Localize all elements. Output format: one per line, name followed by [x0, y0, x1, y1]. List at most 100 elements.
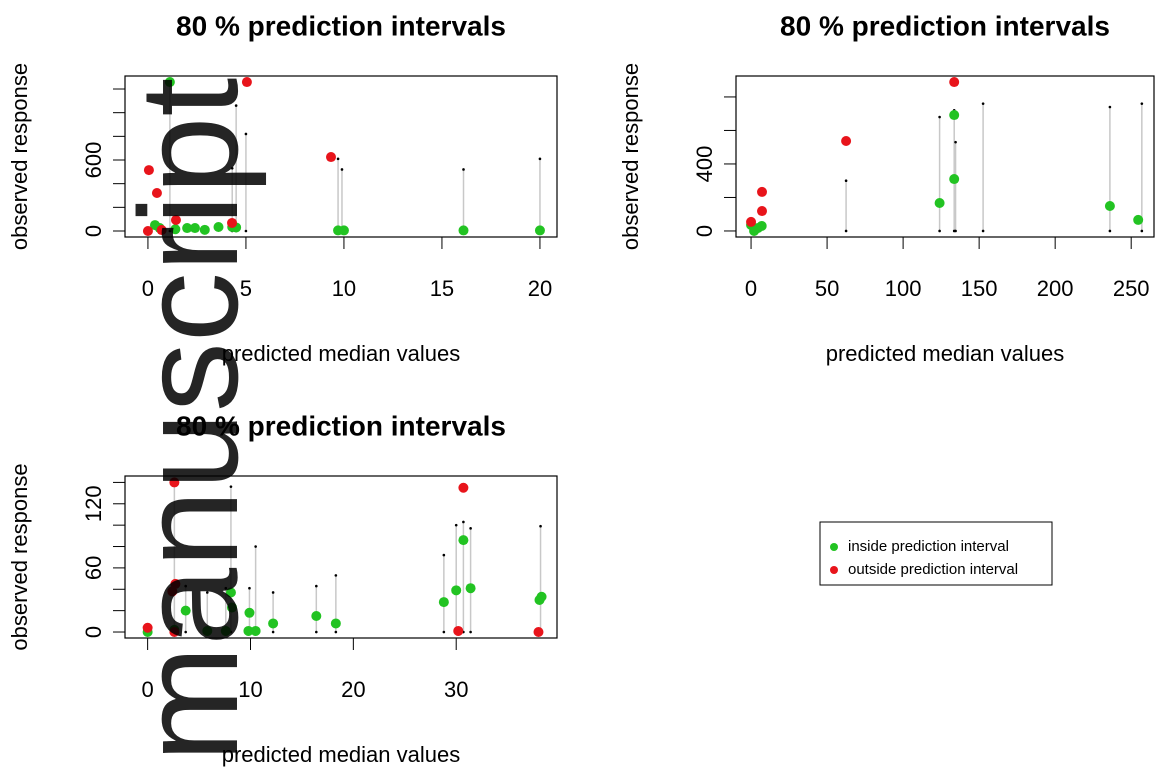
point [949, 110, 960, 121]
chart-title: 80 % prediction intervals [780, 10, 1110, 41]
y-tick-label: 60 [81, 556, 106, 580]
point [189, 223, 200, 234]
point [465, 583, 476, 594]
interval-upper-end [315, 584, 318, 588]
point [330, 618, 341, 629]
interval-lower-end [271, 630, 275, 634]
point [182, 223, 193, 234]
interval-upper-end [538, 157, 542, 161]
interval-upper-end [336, 157, 340, 161]
legend-label: inside prediction interval [848, 538, 1009, 555]
panel: 80 % prediction intervals predicted media… [618, 10, 1155, 366]
interval-lower-end [184, 630, 187, 634]
point [142, 622, 153, 633]
point [227, 217, 238, 228]
point [170, 214, 181, 225]
interval-upper-end [230, 166, 234, 170]
interval-upper-end [184, 584, 187, 588]
x-tick-label: 10 [332, 276, 356, 301]
x-tick-label: 20 [528, 276, 552, 301]
interval-lower-end [1140, 229, 1144, 233]
point [220, 625, 231, 636]
interval-upper-end [248, 586, 251, 590]
point [169, 477, 180, 488]
point [1104, 201, 1115, 212]
point [213, 221, 224, 232]
interval-lower-end [334, 630, 338, 634]
interval-lower-end [442, 630, 446, 634]
watermark: manuscript [110, 78, 267, 763]
interval-lower-end [938, 229, 941, 233]
x-tick-label: 0 [745, 276, 757, 301]
point [536, 591, 547, 602]
point [451, 585, 462, 596]
legend-box [819, 521, 1053, 586]
point [268, 618, 279, 629]
point [1133, 214, 1144, 225]
point [243, 625, 254, 636]
x-tick-label: 100 [885, 276, 922, 301]
point [326, 152, 337, 163]
point [841, 136, 852, 147]
point [756, 220, 767, 231]
point [142, 226, 153, 237]
x-tick-label: 30 [444, 677, 468, 702]
x-tick-label: 50 [815, 276, 839, 301]
y-axis-label: observed response [7, 63, 32, 250]
point [170, 224, 181, 235]
legend-marker [830, 543, 838, 551]
point [167, 586, 178, 597]
interval-upper-end [539, 524, 542, 528]
x-tick-label: 15 [430, 276, 454, 301]
plot-frame [124, 475, 558, 639]
interval-upper-end [844, 179, 848, 183]
point [202, 625, 213, 636]
interval-lower-end [315, 630, 318, 634]
interval-lower-end [981, 229, 985, 233]
interval-upper-end [462, 168, 465, 171]
point [244, 607, 255, 618]
interval-upper-end [454, 523, 458, 527]
point [241, 77, 252, 88]
interval-upper-end [234, 104, 238, 107]
x-tick-label: 0 [142, 677, 154, 702]
point [746, 216, 757, 227]
interval-upper-end [1108, 105, 1112, 109]
point [151, 188, 162, 199]
interval-upper-end [462, 520, 465, 524]
point [164, 77, 175, 88]
chart-title: 80 % prediction intervals [176, 10, 506, 41]
point [438, 597, 449, 608]
x-tick-label: 0 [142, 276, 154, 301]
y-tick-label: 600 [81, 142, 106, 179]
interval-upper-end [224, 586, 228, 590]
point [749, 225, 760, 236]
point [453, 625, 464, 636]
point [169, 627, 180, 638]
point [458, 535, 469, 546]
interval-upper-end [334, 574, 338, 577]
point [199, 224, 210, 235]
point [949, 77, 960, 88]
point [338, 225, 349, 236]
panel: 80 % prediction intervals predicted media… [7, 410, 558, 767]
interval-upper-end [954, 140, 957, 144]
chart-title: 80 % prediction intervals [176, 410, 506, 441]
x-tick-label: 250 [1113, 276, 1150, 301]
interval-upper-end [244, 132, 248, 136]
interval-upper-end [938, 115, 941, 119]
y-axis-label: observed response [618, 63, 643, 250]
point [757, 186, 768, 197]
x-tick-label: 20 [341, 677, 365, 702]
point [534, 225, 545, 236]
point [225, 587, 236, 598]
x-tick-label: 10 [238, 677, 262, 702]
x-axis-label: predicted median values [826, 341, 1064, 366]
point [757, 206, 768, 217]
interval-upper-end [205, 591, 209, 594]
interval-upper-end [271, 591, 275, 594]
legend-label: outside prediction interval [848, 561, 1018, 578]
point [156, 225, 167, 236]
y-tick-label: 0 [81, 225, 106, 237]
